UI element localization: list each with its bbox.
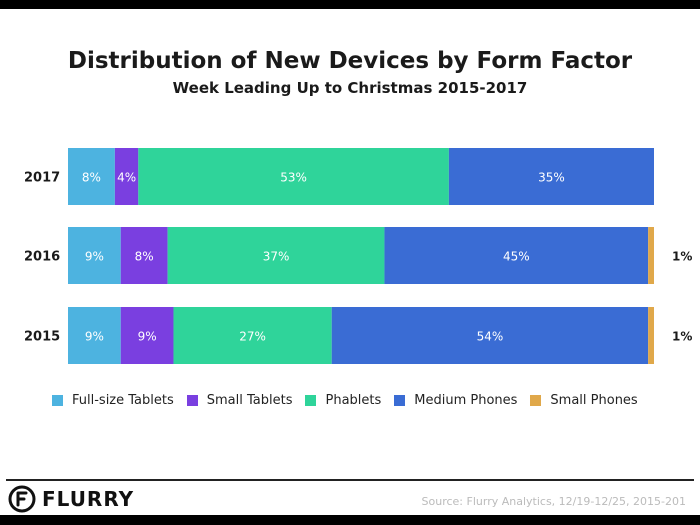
category-label-2016: 2016 [24,250,60,265]
stacked-bar-chart: 2017 8% 4% 53% 35% 2016 9% 8% 37% 45% 1% 2015 9% 9% 27… [24,148,692,364]
bar-segment-2015-small-phones [648,307,654,364]
bar-segment-2016-phablets [167,227,385,284]
legend-item-small-tablets: Small Tablets [186,393,293,408]
bar-segment-2015-small-tablets [120,307,174,364]
data-label-2016-small-tablets: 8% [135,250,154,264]
legend-label: Full-size Tablets [72,393,174,408]
legend-swatch [530,395,542,406]
bar-segment-2016-medium-phones [384,227,649,284]
data-label-2017-full-size-tablets: 8% [82,171,101,185]
legend-item-full-size-tablets: Full-size Tablets [52,393,174,408]
bar-segment-2015-medium-phones [331,307,649,364]
data-label-2017-phablets: 53% [280,171,307,185]
data-label-2016-phablets: 37% [263,250,290,264]
bar-segment-2017-small-tablets [114,148,139,205]
data-label-2016-small-phones: 1% [672,250,692,264]
bar-segment-2015-phablets [173,307,332,364]
bar-segment-2016-small-tablets [120,227,168,284]
source-note: Source: Flurry Analytics, 12/19-12/25, 2… [421,495,686,508]
bar-segment-2017-full-size-tablets [68,148,115,205]
brand-name: FLURRY [42,487,135,511]
chart-legend: Full-size Tablets Small Tablets Phablets Me… [52,393,651,408]
chart-subtitle: Week Leading Up to Christmas 2015-2017 [172,79,528,97]
legend-swatch [305,395,317,406]
data-label-2017-small-tablets: 4% [117,171,136,185]
data-label-2015-full-size-tablets: 9% [85,330,104,344]
data-label-2017-medium-phones: 35% [538,171,565,185]
bar-segment-2017-medium-phones [448,148,654,205]
flurry-logo-icon [8,485,36,513]
chart-panel: Distribution of New Devices by Form Fact… [0,9,700,515]
data-label-2015-small-phones: 1% [672,330,692,344]
bar-segment-2016-full-size-tablets [68,227,121,284]
legend-label: Medium Phones [414,393,518,408]
bar-segment-2016-small-phones [648,227,654,284]
legend-swatch [52,395,63,406]
data-label-2015-small-tablets: 9% [138,330,157,344]
legend-item-medium-phones: Medium Phones [394,393,517,408]
legend-item-small-phones: Small Phones [530,393,638,408]
legend-label: Small Tablets [206,393,293,408]
bar-segment-2017-phablets [138,148,449,205]
data-label-2015-phablets: 27% [239,330,266,344]
legend-item-phablets: Phablets [305,393,381,408]
footer-divider [6,479,694,481]
data-label-2015-medium-phones: 54% [477,330,504,344]
legend-label: Small Phones [550,393,638,408]
category-label-2015: 2015 [24,330,60,345]
brand-logo: FLURRY [8,485,134,513]
data-label-2016-medium-phones: 45% [503,250,530,264]
legend-swatch [394,395,406,406]
legend-label: Phablets [325,393,382,408]
chart-title: Distribution of New Devices by Form Fact… [67,48,633,74]
legend-swatch [186,395,198,406]
category-label-2017: 2017 [24,171,60,186]
bar-segment-2015-full-size-tablets [68,307,121,364]
data-label-2016-full-size-tablets: 9% [85,250,104,264]
